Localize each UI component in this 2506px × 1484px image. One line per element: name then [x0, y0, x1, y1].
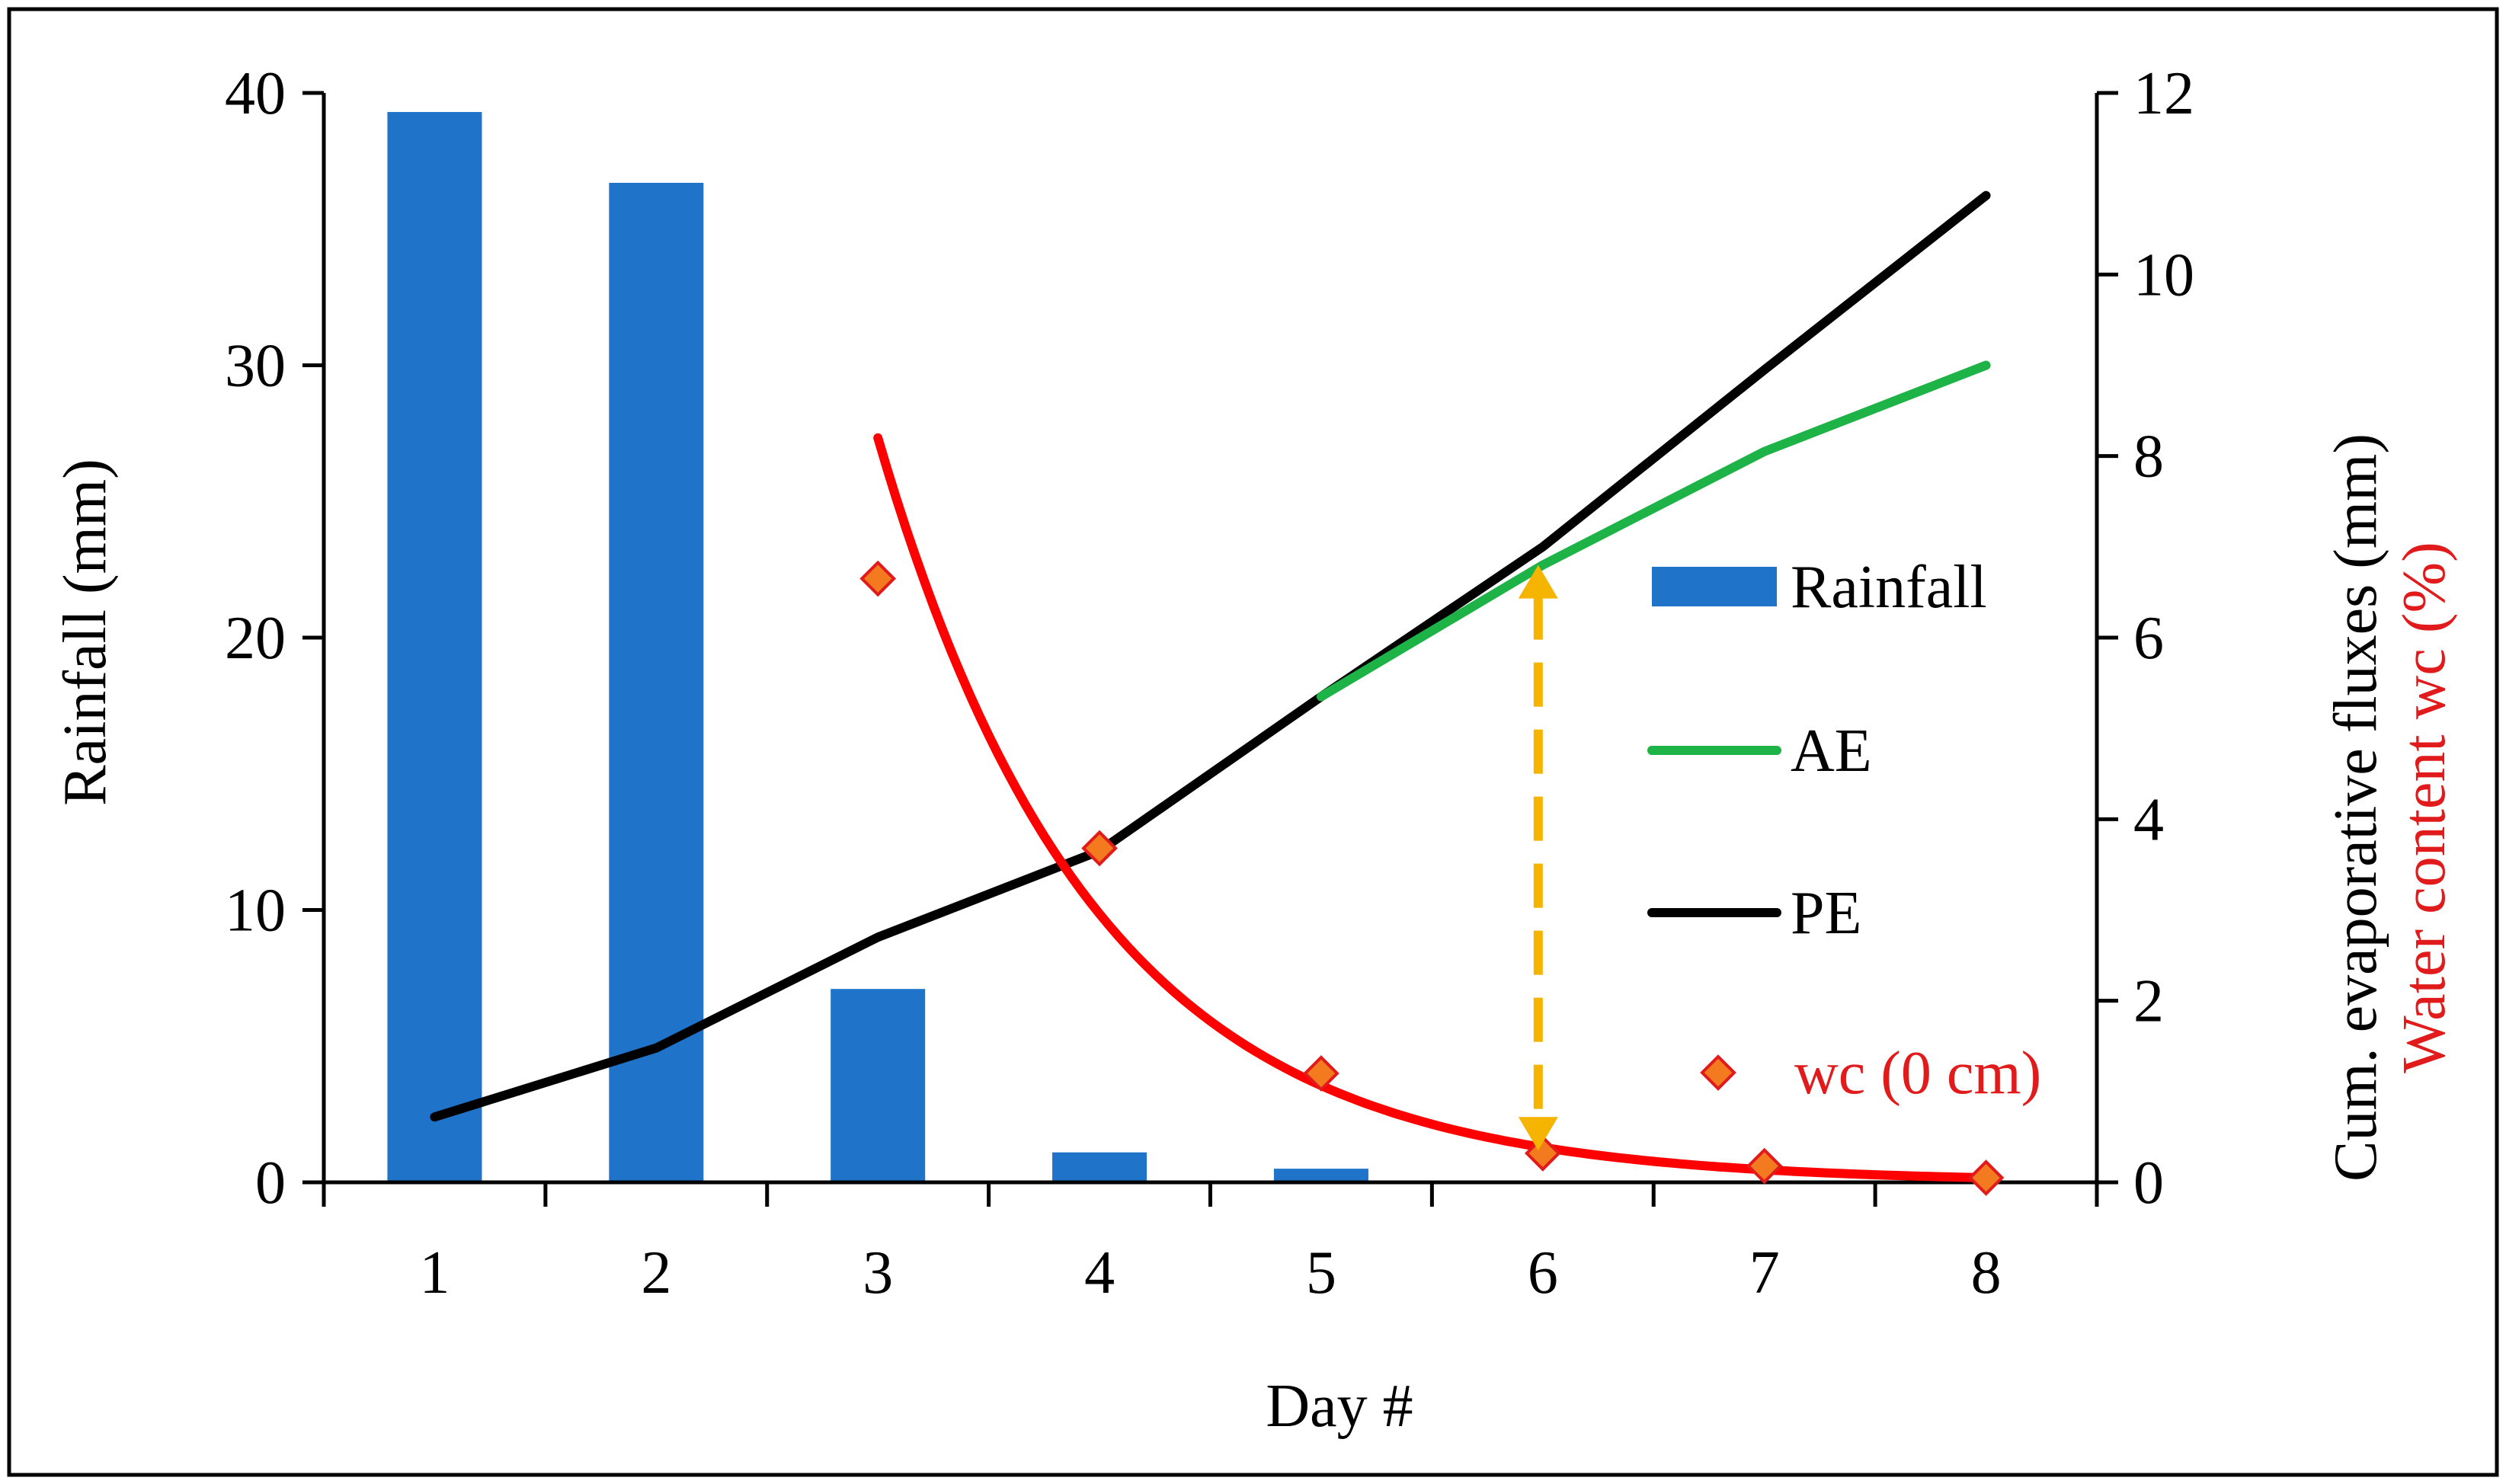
y-right-tick-label-10: 10: [2133, 241, 2194, 309]
rainfall-bar-day-4: [1052, 1152, 1147, 1182]
legend-swatch-wc: [1700, 1054, 1736, 1091]
rainfall-bar-day-1: [387, 112, 482, 1182]
wc-marker-day-3: [859, 560, 897, 597]
annotation-layer: [1518, 564, 1558, 1151]
legend-label-1: AE: [1791, 718, 1872, 785]
wc-marker-day-7: [1746, 1147, 1783, 1185]
x-tick-label-5: 5: [1306, 1239, 1336, 1306]
x-tick-label-1: 1: [419, 1239, 450, 1306]
pe-line: [430, 190, 1991, 1122]
wc-marker-day-6: [1524, 1135, 1561, 1172]
y-left-tick-label-20: 20: [225, 605, 286, 672]
x-tick-label-2: 2: [641, 1239, 671, 1306]
x-tick-label-4: 4: [1084, 1239, 1115, 1306]
x-tick-label-7: 7: [1749, 1239, 1780, 1306]
y-axis-right-title-fluxes: Cum. evaporative fluxes (mm): [2322, 433, 2389, 1182]
wc-marker-day-8: [1967, 1159, 2005, 1196]
y-left-tick-label-40: 40: [225, 60, 286, 127]
legend-label-0: Rainfall: [1791, 554, 1987, 621]
wc-marker-day-4: [1081, 830, 1118, 867]
annotation-arrowhead-up: [1518, 564, 1558, 599]
y-left-tick-label-30: 30: [225, 333, 286, 400]
ae-line: [1316, 360, 1991, 702]
legend-swatch-rainfall: [1652, 567, 1777, 606]
rainfall-bar-day-2: [609, 182, 704, 1183]
annotation-arrowhead-down: [1518, 1117, 1558, 1151]
x-tick-label-6: 6: [1528, 1239, 1558, 1306]
markers-layer: [859, 560, 2005, 1196]
y-right-tick-label-12: 12: [2133, 60, 2194, 127]
rainfall-bar-day-3: [831, 989, 926, 1182]
bars-layer: [387, 112, 1368, 1183]
y-left-tick-label-0: 0: [255, 1150, 286, 1217]
lines-layer: [430, 190, 1991, 1182]
y-axis-right-title-wc: Water content wc (%): [2391, 542, 2458, 1073]
legend: Rainfall AE PE wc (0 cm): [1647, 554, 2041, 1107]
wc-fit-curve: [873, 433, 1991, 1182]
y-right-tick-label-2: 2: [2133, 968, 2164, 1035]
x-tick-label-3: 3: [863, 1239, 893, 1306]
rainfall-bar-day-5: [1273, 1169, 1368, 1182]
y-right-tick-label-0: 0: [2133, 1150, 2164, 1217]
wc-marker-day-5: [1303, 1055, 1339, 1092]
y-right-tick-label-8: 8: [2133, 424, 2164, 491]
y-right-tick-label-6: 6: [2133, 605, 2164, 672]
x-tick-label-8: 8: [1971, 1239, 2002, 1306]
x-axis-title: Day #: [1266, 1373, 1413, 1440]
y-left-tick-label-10: 10: [225, 878, 286, 945]
y-right-tick-label-4: 4: [2133, 786, 2164, 853]
legend-label-2: PE: [1791, 880, 1861, 947]
y-axis-left-title: Rainfall (mm): [52, 459, 119, 805]
legend-label-3: wc (0 cm): [1794, 1040, 2041, 1107]
